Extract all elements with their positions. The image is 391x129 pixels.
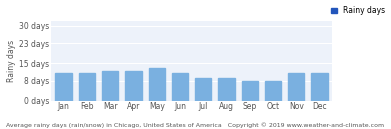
Bar bbox=[195, 78, 212, 101]
Bar bbox=[149, 68, 165, 101]
Text: Average rainy days (rain/snow) in Chicago, United States of America   Copyright : Average rainy days (rain/snow) in Chicag… bbox=[6, 122, 385, 128]
Bar bbox=[172, 73, 188, 101]
Y-axis label: Rainy days: Rainy days bbox=[7, 40, 16, 82]
Bar bbox=[125, 71, 142, 101]
Bar bbox=[102, 71, 118, 101]
Bar bbox=[56, 73, 72, 101]
Bar bbox=[218, 78, 235, 101]
Bar bbox=[288, 73, 305, 101]
Legend: Rainy days: Rainy days bbox=[331, 6, 385, 15]
Bar bbox=[265, 81, 281, 101]
Bar bbox=[242, 81, 258, 101]
Bar bbox=[79, 73, 95, 101]
Bar bbox=[311, 73, 328, 101]
